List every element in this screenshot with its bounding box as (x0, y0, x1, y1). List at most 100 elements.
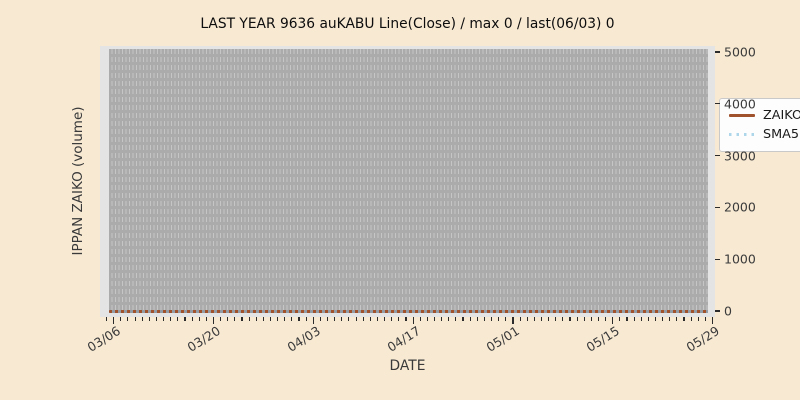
x-tick-mark-minor (697, 317, 699, 321)
x-tick-mark-minor (505, 317, 507, 321)
x-tick-mark-minor (163, 317, 165, 321)
x-tick-mark-minor (148, 317, 150, 321)
x-tick-mark-minor (476, 317, 478, 321)
legend-item-sma5: SMA5 (729, 125, 800, 144)
x-tick-mark-major (412, 317, 414, 324)
x-tick-mark-minor (483, 317, 485, 321)
y-tick-label: 0 (724, 303, 732, 319)
x-tick-mark-minor (519, 317, 521, 321)
x-tick-mark-major (612, 317, 614, 324)
x-tick-mark-minor (590, 317, 592, 321)
x-tick-mark-minor (277, 317, 279, 321)
x-tick-mark-minor (319, 317, 321, 321)
x-tick-mark-minor (569, 317, 571, 321)
x-tick-mark-minor (191, 317, 193, 321)
y-axis-label: IPPAN ZAIKO (volume) (70, 106, 86, 256)
x-tick-mark-minor (704, 317, 706, 321)
x-tick-mark-minor (120, 317, 122, 321)
x-tick-label: 05/29 (683, 323, 722, 355)
x-tick-mark-minor (526, 317, 528, 321)
x-tick-mark-minor (669, 317, 671, 321)
x-tick-mark-minor (177, 317, 179, 321)
x-tick-mark-major (113, 317, 115, 324)
x-tick-mark-minor (327, 317, 329, 321)
zaiko-line-swatch-icon (729, 114, 755, 117)
x-tick-mark-minor (205, 317, 207, 321)
x-tick-mark-minor (498, 317, 500, 321)
x-tick-mark-minor (441, 317, 443, 321)
x-tick-label: 03/06 (84, 323, 124, 355)
x-tick-label: 05/01 (483, 323, 523, 355)
x-tick-mark-minor (583, 317, 585, 321)
x-tick-mark-minor (355, 317, 357, 321)
y-tick-label: 4000 (724, 96, 756, 112)
x-tick-mark-minor (298, 317, 300, 321)
x-tick-mark-minor (426, 317, 428, 321)
x-tick-mark-minor (170, 317, 172, 321)
x-tick-mark-minor (533, 317, 535, 321)
y-tick-label: 5000 (724, 44, 756, 60)
x-tick-mark-minor (198, 317, 200, 321)
x-tick-mark-minor (462, 317, 464, 321)
sma5-dotted-swatch-icon (729, 133, 755, 136)
x-tick-mark-minor (291, 317, 293, 321)
x-tick-mark-minor (184, 317, 186, 321)
x-tick-mark-minor (654, 317, 657, 321)
x-tick-mark-minor (448, 317, 450, 321)
x-tick-mark-minor (640, 317, 642, 321)
x-tick-mark-minor (647, 317, 649, 321)
y-tick-mark (715, 206, 720, 209)
x-tick-mark-minor (433, 317, 436, 321)
x-tick-mark-minor (106, 317, 108, 321)
sma5-series-line (109, 310, 708, 313)
x-tick-mark-minor (619, 317, 621, 321)
x-tick-mark-minor (234, 317, 236, 321)
y-tick-mark (715, 310, 720, 312)
plot-area: ZAIKO SMA5 (100, 46, 800, 317)
x-tick-mark-minor (334, 317, 336, 321)
x-tick-mark-minor (241, 317, 243, 321)
x-tick-label: 04/03 (284, 323, 323, 355)
x-tick-mark-minor (548, 317, 550, 321)
x-tick-mark-major (712, 317, 714, 324)
y-tick-mark (715, 258, 720, 260)
y-tick-mark (715, 103, 720, 105)
x-tick-label: 05/15 (583, 323, 623, 355)
x-tick-mark-minor (490, 317, 493, 321)
legend-item-zaiko: ZAIKO (729, 106, 800, 125)
x-tick-mark-minor (633, 317, 635, 321)
legend: ZAIKO SMA5 (719, 98, 800, 152)
x-tick-mark-minor (384, 317, 386, 321)
x-tick-label: 03/20 (184, 323, 223, 355)
x-tick-mark-minor (419, 317, 421, 321)
x-tick-mark-minor (220, 317, 222, 321)
x-axis-label: DATE (389, 358, 426, 374)
y-tick-label: 1000 (724, 251, 756, 267)
x-tick-mark-minor (362, 317, 364, 321)
x-tick-mark-minor (683, 317, 685, 321)
x-tick-mark-minor (555, 317, 557, 321)
x-tick-mark-minor (690, 317, 692, 321)
legend-label-sma5: SMA5 (763, 127, 800, 142)
x-tick-mark-minor (626, 317, 628, 321)
x-tick-mark-minor (305, 317, 307, 321)
x-tick-mark-minor (255, 317, 257, 321)
x-tick-mark-minor (469, 317, 471, 321)
legend-label-zaiko: ZAIKO (763, 108, 800, 123)
x-tick-mark-minor (141, 317, 143, 321)
x-tick-label: 04/17 (384, 323, 423, 355)
x-tick-mark-minor (391, 317, 393, 321)
x-tick-mark-minor (576, 317, 578, 321)
plot-data-panel (109, 49, 708, 313)
x-tick-mark-minor (540, 317, 542, 321)
x-tick-mark-minor (127, 317, 129, 321)
x-tick-mark-major (512, 317, 514, 324)
x-tick-mark-minor (376, 317, 378, 321)
x-tick-mark-major (212, 317, 215, 324)
x-tick-mark-minor (662, 317, 664, 321)
x-tick-mark-minor (155, 317, 157, 321)
x-tick-mark-minor (284, 317, 286, 321)
y-tick-label: 3000 (724, 148, 756, 164)
y-tick-mark (715, 51, 720, 53)
